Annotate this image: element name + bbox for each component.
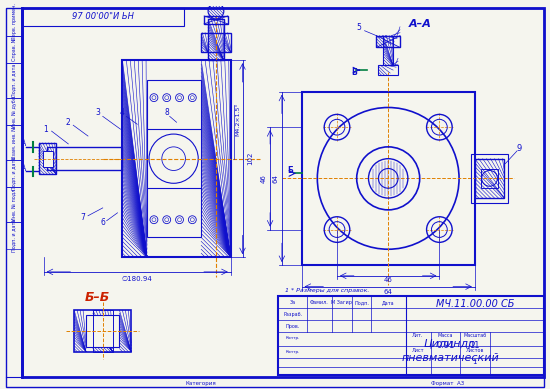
Bar <box>475 159 504 198</box>
Text: 1 * Размеры для справок.: 1 * Размеры для справок. <box>285 288 369 293</box>
Text: А: А <box>21 139 26 149</box>
Text: Б–Б: Б–Б <box>85 291 111 304</box>
Text: М Загир: М Загир <box>332 300 353 305</box>
Text: Фамил.: Фамил. <box>310 300 329 305</box>
Bar <box>6 222 22 249</box>
Text: 7: 7 <box>81 213 85 222</box>
Text: Формат  А3: Формат А3 <box>431 380 464 385</box>
Bar <box>378 65 398 75</box>
Text: Подп. и дата: Подп. и дата <box>12 64 16 97</box>
Text: Б: Б <box>287 166 293 175</box>
Bar <box>383 36 393 65</box>
Bar <box>208 19 224 60</box>
Bar <box>6 36 22 63</box>
Text: 6: 6 <box>100 218 105 227</box>
Bar <box>6 125 22 159</box>
Text: пневматический: пневматический <box>402 352 499 363</box>
Text: 46: 46 <box>260 174 266 183</box>
Text: Категория: Категория <box>186 380 217 385</box>
Text: 102: 102 <box>248 152 254 165</box>
Bar <box>47 147 123 170</box>
Bar <box>481 168 498 188</box>
Text: Разраб.: Разраб. <box>283 312 302 317</box>
Bar <box>6 187 22 222</box>
Bar <box>86 315 119 347</box>
Text: Инв. № подл.: Инв. № подл. <box>12 187 16 221</box>
Bar <box>471 154 508 203</box>
Text: Б: Б <box>351 68 356 77</box>
Text: За: За <box>290 300 296 305</box>
Text: Дата: Дата <box>382 300 394 305</box>
Text: Справ. №: Справ. № <box>12 38 16 61</box>
Bar <box>201 33 230 53</box>
Text: А–А: А–А <box>408 19 431 29</box>
Text: Подп.: Подп. <box>354 300 369 305</box>
Bar <box>278 296 544 375</box>
Text: ∅180.94: ∅180.94 <box>122 276 152 282</box>
Bar <box>43 151 53 166</box>
Bar <box>123 60 230 257</box>
Text: 8: 8 <box>164 108 169 117</box>
Text: 9: 9 <box>516 144 522 153</box>
Bar <box>6 98 22 125</box>
Text: Перв. примен.: Перв. примен. <box>12 4 16 40</box>
Bar <box>39 143 57 174</box>
Bar <box>301 92 475 265</box>
Text: 64: 64 <box>272 174 278 183</box>
Bar <box>147 80 201 237</box>
Bar <box>22 8 184 26</box>
Text: Масштаб: Масштаб <box>463 333 486 338</box>
Bar <box>6 63 22 98</box>
Bar <box>6 8 22 36</box>
Text: 4: 4 <box>120 108 125 117</box>
Text: А: А <box>21 164 26 173</box>
Text: 1: 1 <box>43 124 48 134</box>
Text: МЧ.11.00.00 СБ: МЧ.11.00.00 СБ <box>436 300 514 309</box>
Text: Лит.: Лит. <box>412 333 424 338</box>
Text: 2: 2 <box>66 118 71 127</box>
Text: Листов: Листов <box>466 348 484 353</box>
Text: 97 00'00"И ЬН: 97 00'00"И ЬН <box>72 12 134 21</box>
Text: 5: 5 <box>356 23 361 32</box>
Text: Пров.: Пров. <box>285 324 300 328</box>
Text: Контр.: Контр. <box>285 350 300 354</box>
Text: M4.2×1.5°: M4.2×1.5° <box>235 103 240 136</box>
Text: Контр.: Контр. <box>285 336 300 340</box>
Text: Подп. и дата: Подп. и дата <box>12 157 16 190</box>
Text: Инв. № дубл.: Инв. № дубл. <box>12 95 16 128</box>
Text: Лист: Лист <box>411 348 424 353</box>
Text: 1: 1 <box>472 359 477 365</box>
Text: 64: 64 <box>384 289 393 294</box>
Bar <box>74 310 131 352</box>
Bar <box>93 310 113 352</box>
Text: Цилиндр: Цилиндр <box>424 339 476 349</box>
Text: 0.91: 0.91 <box>436 341 454 350</box>
Text: Подп. и дата: Подп. и дата <box>12 219 16 252</box>
Text: 3: 3 <box>95 108 100 117</box>
Text: Взам. инв. №: Взам. инв. № <box>12 126 16 159</box>
Text: Масса: Масса <box>438 333 453 338</box>
Text: 11: 11 <box>470 341 480 350</box>
Text: 46: 46 <box>384 277 393 283</box>
Bar <box>6 159 22 187</box>
Bar <box>376 36 400 47</box>
Bar <box>204 16 228 24</box>
